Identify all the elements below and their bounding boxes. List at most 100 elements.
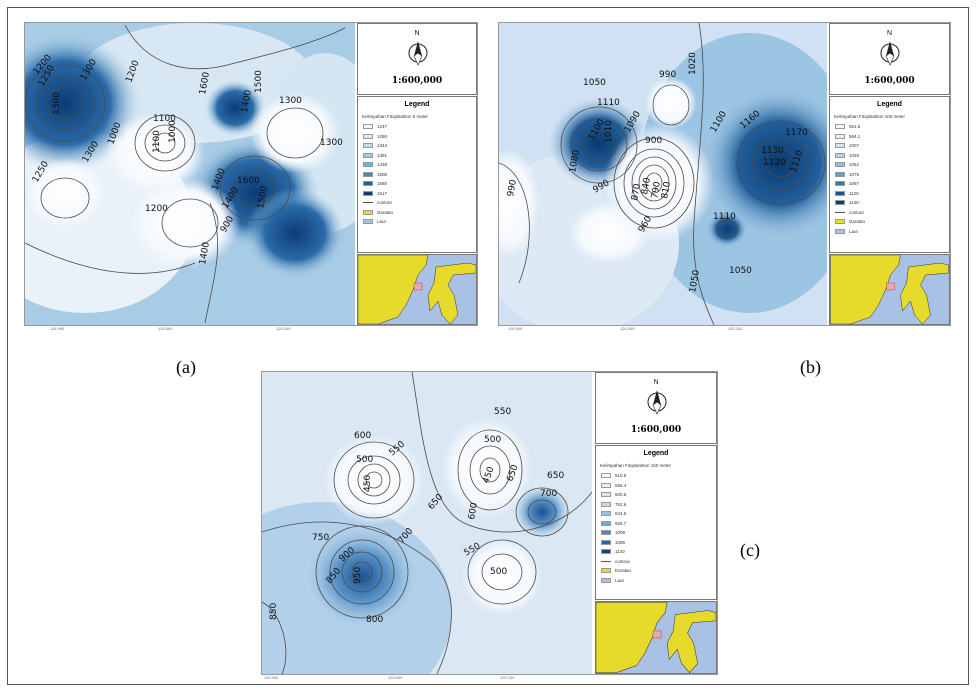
legend-swatch [601, 501, 611, 507]
legend-label: 1130 [849, 200, 859, 205]
contour-label: 1010 [604, 120, 614, 143]
x-tick: 119.900 [264, 675, 279, 680]
north-letter: N [414, 30, 420, 37]
contour-label: 1300 [320, 138, 343, 148]
legend-label: Laut [849, 228, 858, 234]
x-tick: 120.100 [500, 675, 515, 680]
contour-label: 1050 [688, 269, 702, 294]
scale-text: 1:600,000 [391, 76, 443, 86]
legend-subtitle: Kelimpahan Fitoplankton 0 meter [362, 114, 429, 119]
legend-label: 556.4 [615, 482, 627, 488]
contour-label: 1120 [763, 158, 786, 168]
legend-label: 1580 [377, 181, 388, 186]
legend-label: 844.6 [615, 511, 627, 516]
interpolation-map-a: 1200 1250 1300 1100 1000 1200 1300 1250 … [25, 23, 355, 325]
legend-swatch [601, 511, 611, 516]
contour-label: 1000 [168, 120, 178, 143]
figure-frame [7, 7, 969, 685]
contour-label: 1050 [583, 78, 606, 88]
legend-swatch [601, 530, 611, 535]
legend-title: Legend [643, 450, 669, 457]
x-tick: 120.100 [728, 326, 743, 331]
legend-swatch [835, 181, 845, 186]
legend-label: 1097 [849, 181, 860, 186]
contour-label: 1300 [279, 96, 302, 106]
contour-label: 790 [650, 181, 663, 200]
legend-label: 984.1 [849, 133, 861, 139]
legend-label: 1506 [377, 171, 388, 177]
caption-b: (b) [800, 357, 821, 377]
contour-label: 1170 [785, 128, 808, 138]
x-tick: 119.900 [50, 326, 65, 331]
contour-label: 550 [494, 407, 511, 417]
legend-swatch [601, 549, 611, 554]
contour-label: 500 [484, 435, 501, 445]
land-swatch [601, 568, 611, 573]
legend-title: Legend [404, 101, 430, 108]
legend-label: 1029 [849, 152, 860, 158]
contour-line-icon [835, 211, 845, 213]
legend-swatch [835, 143, 845, 148]
legend-sidebar-c: N 1:600,000 Legend Kelimpahan Fitoplankt… [595, 372, 717, 674]
contour-label: 600 [354, 431, 371, 441]
contour-label: 1600 [237, 176, 260, 186]
north-letter: N [886, 30, 893, 37]
caption-a: (a) [176, 357, 196, 377]
legend-swatch [601, 520, 611, 526]
contour-label: 1500 [254, 70, 264, 93]
legend-subtitle: Kelimpahan Fitoplankton 100 meter [834, 114, 906, 119]
contour-label: 840 [640, 177, 653, 196]
legend-label: 1391 [377, 152, 388, 158]
map-panel-b: 1050 1110 1100 1080 1090 1020 1010 990 9… [498, 22, 951, 326]
legend-label: 1007 [849, 143, 860, 148]
contour-label: 870 [630, 183, 643, 202]
legend-swatch [363, 143, 373, 148]
legend-label: 1438 [377, 162, 388, 167]
north-scale-box: N 1:600,000 [595, 372, 717, 444]
legend-swatch [601, 492, 611, 497]
legend-swatch [835, 162, 845, 167]
legend-box: Legend Kelimpahan Fitoplankton 100 meter… [829, 96, 950, 253]
legend-swatch [835, 124, 845, 129]
contour-label: 1100 [152, 130, 162, 153]
sea-swatch [363, 219, 373, 224]
map-panel-a: 1200 1250 1300 1100 1000 1200 1300 1250 … [24, 22, 478, 326]
legend-swatch [363, 181, 373, 186]
interpolation-map-b: 1050 1110 1100 1080 1090 1020 1010 990 9… [499, 23, 827, 325]
legend-swatch [601, 473, 611, 478]
interpolation-map-c: 600 550 500 450 550 500 650 450 650 700 … [262, 372, 592, 674]
contour-label: 990 [659, 70, 676, 80]
scale-text: 1:600,000 [630, 425, 682, 435]
legend-label: 1343 [377, 143, 388, 148]
inset-map [357, 254, 477, 325]
contour-label: 1050 [729, 266, 752, 276]
contour-label: 1110 [713, 212, 736, 222]
legend-swatch [363, 171, 373, 177]
contour-label: 1100 [153, 114, 176, 124]
contour-label: 800 [366, 615, 383, 625]
contour-label: 1130 [761, 146, 784, 156]
legend-label: 961.5 [849, 124, 861, 129]
caption-c: (c) [740, 540, 760, 560]
contour-line-icon [363, 202, 373, 203]
contour-label: 750 [312, 533, 329, 543]
legend-swatch [835, 171, 845, 177]
legend-box: Legend Kelimpahan Fitoplankton 0 meter 1… [357, 96, 477, 253]
legend-swatch [835, 152, 845, 158]
map-panel-c: 600 550 500 450 550 500 650 450 650 700 … [261, 371, 718, 675]
legend-swatch [363, 124, 373, 129]
legend-label: 1290 [377, 133, 388, 139]
contour-label: 1600 [198, 71, 212, 96]
legend-label: 1052 [849, 162, 860, 167]
legend-swatch [835, 133, 845, 139]
contour-label: 850 [269, 603, 279, 620]
legend-label: 1617 [377, 190, 388, 196]
legend-swatch [835, 200, 845, 205]
legend-title: Legend [877, 101, 902, 108]
legend-box: Legend Kelimpahan Fitoplankton 150 meter… [595, 445, 717, 600]
legend-label: 1009 [615, 530, 626, 535]
contour-label: 450 [363, 475, 373, 492]
legend-label: 510.9 [615, 473, 627, 478]
x-tick: 120.000 [388, 675, 403, 680]
legend-label: contour [849, 209, 865, 215]
